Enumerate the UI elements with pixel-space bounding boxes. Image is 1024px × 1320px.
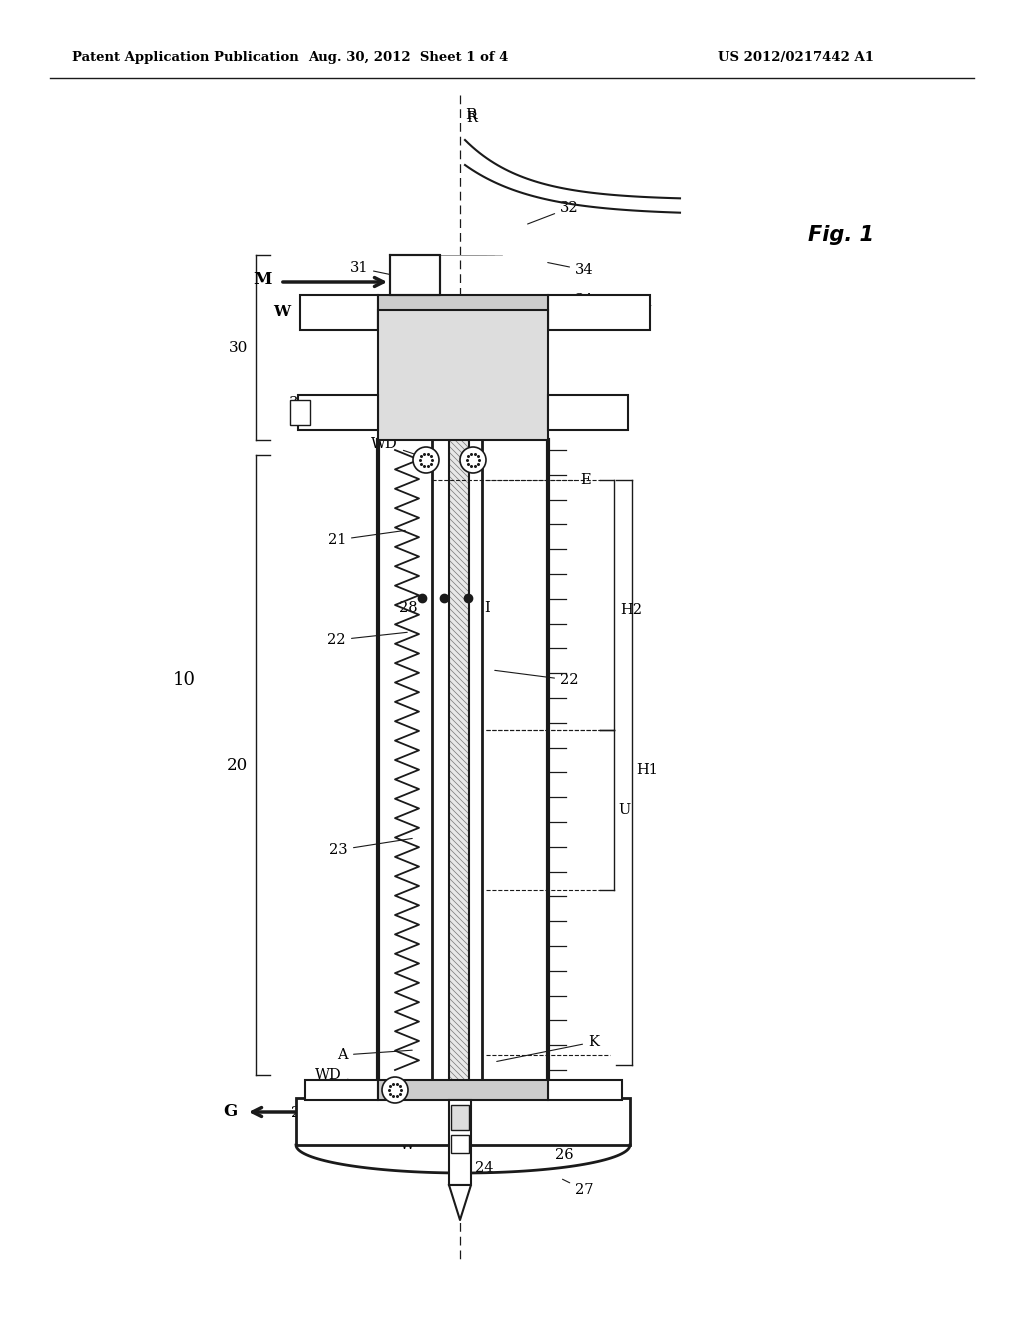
Text: I: I bbox=[484, 601, 489, 615]
Text: K: K bbox=[497, 1035, 599, 1061]
Text: 34: 34 bbox=[548, 263, 594, 277]
Text: H1: H1 bbox=[636, 763, 657, 777]
Text: 10: 10 bbox=[173, 671, 196, 689]
Text: H2: H2 bbox=[620, 603, 642, 616]
Text: 26: 26 bbox=[555, 1143, 573, 1162]
Text: Fig. 1: Fig. 1 bbox=[808, 224, 874, 246]
Text: 30: 30 bbox=[228, 341, 248, 355]
Text: 33: 33 bbox=[324, 396, 379, 412]
Circle shape bbox=[413, 447, 439, 473]
Polygon shape bbox=[449, 1185, 471, 1220]
Bar bbox=[451, 1135, 469, 1152]
Bar bbox=[305, 1080, 378, 1100]
Text: W: W bbox=[633, 305, 650, 319]
Text: A: A bbox=[337, 1048, 413, 1063]
Text: Aug. 30, 2012  Sheet 1 of 4: Aug. 30, 2012 Sheet 1 of 4 bbox=[308, 50, 508, 63]
Circle shape bbox=[460, 447, 486, 473]
Text: 24: 24 bbox=[458, 1150, 494, 1175]
Bar bbox=[548, 294, 650, 330]
Text: WD: WD bbox=[372, 437, 423, 457]
Bar bbox=[449, 1100, 471, 1185]
Bar bbox=[300, 294, 378, 330]
Text: 25: 25 bbox=[292, 1106, 330, 1119]
Bar bbox=[378, 1080, 548, 1100]
Text: R: R bbox=[465, 108, 476, 121]
Bar bbox=[449, 430, 469, 1080]
Text: M: M bbox=[254, 271, 272, 288]
Text: 22: 22 bbox=[495, 671, 579, 686]
Text: 28: 28 bbox=[399, 601, 418, 615]
Bar bbox=[390, 255, 440, 294]
Bar bbox=[296, 1098, 630, 1144]
Bar bbox=[378, 310, 548, 440]
Bar bbox=[290, 400, 310, 425]
Text: 22: 22 bbox=[328, 632, 408, 647]
Text: 35: 35 bbox=[290, 396, 308, 411]
Bar bbox=[548, 1080, 622, 1100]
Text: U: U bbox=[618, 803, 630, 817]
Text: WD: WD bbox=[315, 1068, 392, 1089]
Bar bbox=[451, 1105, 469, 1130]
Text: G: G bbox=[224, 1104, 238, 1121]
Bar bbox=[548, 395, 628, 430]
Circle shape bbox=[382, 1077, 408, 1104]
Text: 27: 27 bbox=[562, 1179, 594, 1197]
Text: W: W bbox=[272, 305, 290, 319]
Text: 32: 32 bbox=[527, 201, 579, 224]
Text: 23: 23 bbox=[330, 838, 413, 857]
Bar bbox=[378, 294, 548, 330]
Text: 29: 29 bbox=[400, 1110, 436, 1125]
Bar bbox=[298, 395, 378, 430]
Text: US 2012/0217442 A1: US 2012/0217442 A1 bbox=[718, 50, 874, 63]
Text: W: W bbox=[398, 1137, 416, 1150]
Text: 21: 21 bbox=[328, 531, 406, 546]
Text: 34: 34 bbox=[575, 293, 594, 308]
Text: 31: 31 bbox=[349, 261, 404, 277]
Text: 33: 33 bbox=[554, 396, 579, 412]
Text: E: E bbox=[580, 473, 591, 487]
Text: R: R bbox=[466, 111, 477, 125]
Text: 20: 20 bbox=[226, 756, 248, 774]
Text: Patent Application Publication: Patent Application Publication bbox=[72, 50, 299, 63]
Text: W: W bbox=[399, 1138, 415, 1152]
